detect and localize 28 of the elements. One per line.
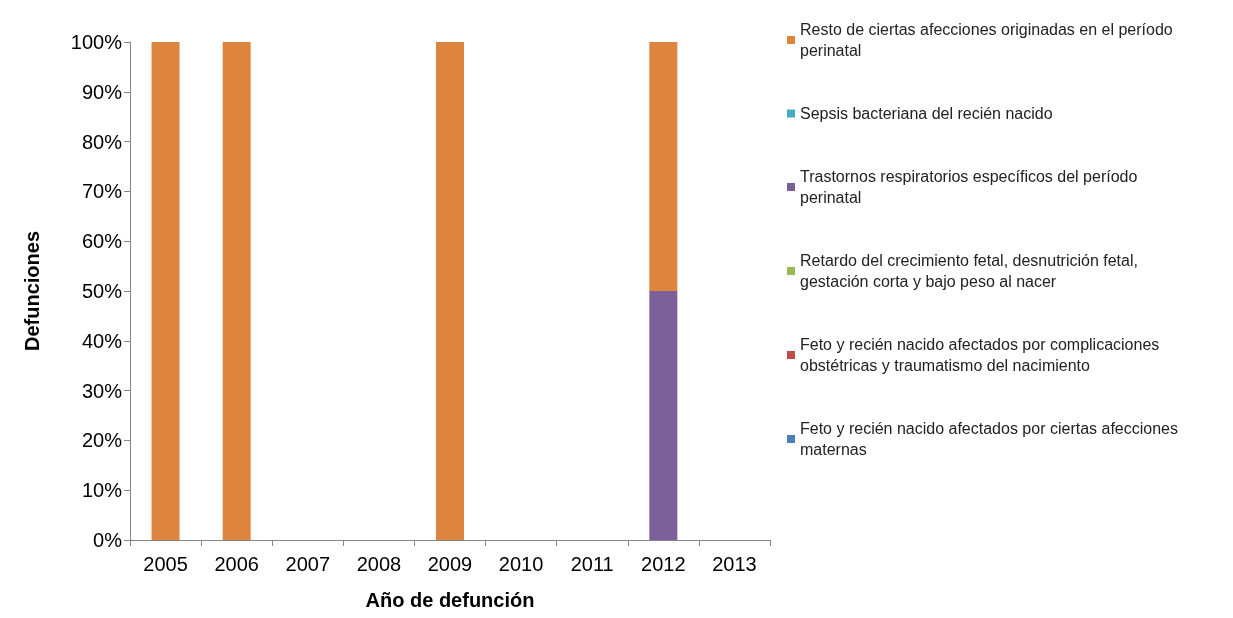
y-axis-title: Defunciones	[21, 230, 43, 352]
legend-label: Sepsis bacteriana del recién nacido	[800, 105, 1053, 122]
y-tick-label: 40%	[81, 329, 123, 352]
y-tick-label: 60%	[81, 230, 123, 253]
y-tick-label: 70%	[81, 180, 123, 203]
legend-label: Retardo del crecimiento fetal, desnutrición fetal, gestación corta y bajo peso al nacer	[800, 252, 1143, 290]
x-tick-label: 2005	[143, 553, 188, 575]
x-tick-label: 2012	[641, 553, 686, 575]
x-tick-label: 2010	[498, 553, 544, 575]
y-tick-label: 30%	[81, 379, 123, 402]
x-tick-label: 2006	[214, 553, 259, 575]
x-tick-label: 2009	[427, 553, 473, 575]
y-tick-label: 90%	[81, 80, 123, 103]
x-tick-label: 2008	[356, 553, 402, 575]
x-axis-title: Año de defunción	[365, 589, 535, 611]
legend-label: Resto de ciertas afecciones originadas en el período perinatal	[800, 21, 1178, 59]
y-tick-label: 100%	[70, 31, 123, 53]
x-tick-label: 2007	[285, 553, 331, 575]
legend-label: Trastornos respiratorios específicos del período perinatal	[800, 168, 1142, 206]
legend-label: Feto y recién nacido afectados por ciertas afecciones maternas	[800, 420, 1183, 458]
x-tick-label: 2013	[712, 553, 757, 575]
legend-label: Feto y recién nacido afectados por complicaciones obstétricas y traumatismo del nacimiento	[800, 336, 1164, 374]
y-tick-label: 10%	[81, 479, 123, 502]
y-tick-label: 80%	[81, 130, 123, 153]
y-tick-label: 20%	[81, 429, 123, 452]
y-tick-label: 0%	[93, 529, 123, 551]
x-tick-label: 2011	[570, 553, 614, 575]
y-tick-label: 50%	[81, 280, 123, 302]
